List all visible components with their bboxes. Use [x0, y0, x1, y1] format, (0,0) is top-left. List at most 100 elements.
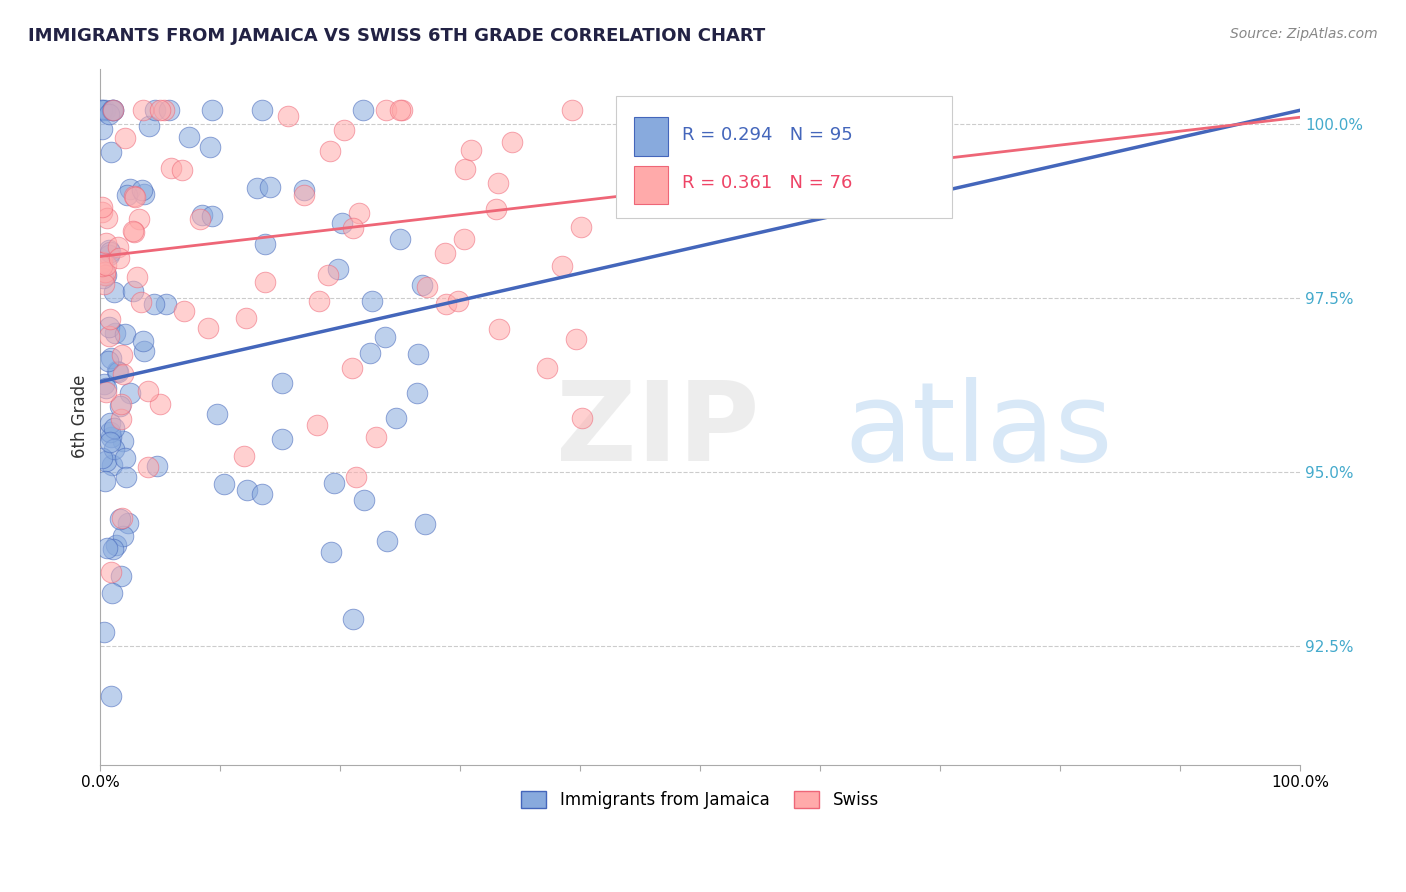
Point: [122, 284, 145, 298]
Point: [342, 612, 364, 626]
Point: [391, 103, 413, 118]
Point: [411, 278, 433, 293]
Point: [94, 268, 117, 282]
Point: [565, 332, 588, 346]
Point: [413, 517, 436, 532]
Point: [97, 319, 120, 334]
Point: [90, 450, 112, 465]
Point: [322, 476, 344, 491]
Point: [405, 386, 427, 401]
Point: [157, 103, 180, 118]
Point: [197, 320, 219, 334]
Point: [177, 129, 200, 144]
Point: [152, 103, 174, 118]
Point: [97, 107, 120, 121]
Point: [90, 122, 112, 136]
Point: [292, 187, 315, 202]
Point: [191, 208, 214, 222]
Point: [246, 181, 269, 195]
Point: [340, 361, 363, 376]
Point: [138, 384, 160, 398]
Point: [118, 182, 141, 196]
Point: [93, 625, 115, 640]
Point: [108, 399, 131, 413]
Point: [103, 103, 125, 118]
Point: [94, 103, 117, 118]
Point: [235, 483, 257, 497]
Point: [104, 538, 127, 552]
Point: [173, 304, 195, 318]
Point: [132, 187, 155, 202]
Point: [107, 251, 129, 265]
Point: [485, 202, 508, 217]
Point: [408, 347, 430, 361]
Point: [148, 103, 170, 118]
Point: [104, 326, 127, 340]
Point: [434, 246, 457, 260]
Point: [201, 103, 224, 118]
Point: [364, 430, 387, 444]
Point: [501, 136, 523, 150]
Point: [159, 161, 181, 175]
Point: [571, 410, 593, 425]
Point: [118, 386, 141, 401]
Point: [110, 397, 132, 411]
Text: R = 0.294   N = 95: R = 0.294 N = 95: [682, 126, 853, 144]
Point: [488, 176, 510, 190]
Point: [110, 412, 132, 426]
Point: [271, 432, 294, 446]
Point: [347, 206, 370, 220]
Point: [122, 224, 145, 238]
Text: Source: ZipAtlas.com: Source: ZipAtlas.com: [1230, 27, 1378, 41]
Point: [107, 365, 129, 379]
Point: [101, 103, 124, 118]
Point: [90, 103, 112, 118]
Point: [308, 293, 330, 308]
Point: [128, 212, 150, 227]
Point: [114, 451, 136, 466]
Point: [91, 271, 114, 285]
FancyBboxPatch shape: [616, 96, 952, 219]
Point: [107, 240, 129, 254]
Point: [103, 442, 125, 456]
Point: [122, 225, 145, 239]
Text: IMMIGRANTS FROM JAMAICA VS SWISS 6TH GRADE CORRELATION CHART: IMMIGRANTS FROM JAMAICA VS SWISS 6TH GRA…: [28, 27, 765, 45]
Point: [232, 450, 254, 464]
Point: [453, 232, 475, 246]
Point: [93, 277, 115, 292]
Point: [360, 294, 382, 309]
Point: [155, 297, 177, 311]
Point: [98, 435, 121, 450]
Point: [101, 586, 124, 600]
Point: [129, 294, 152, 309]
Point: [330, 216, 353, 230]
Point: [98, 245, 121, 260]
Point: [460, 143, 482, 157]
Point: [90, 200, 112, 214]
Point: [359, 345, 381, 359]
Point: [111, 348, 134, 362]
Point: [138, 119, 160, 133]
Point: [333, 123, 356, 137]
Point: [145, 459, 167, 474]
Point: [316, 268, 339, 282]
Point: [94, 235, 117, 250]
Point: [94, 454, 117, 468]
Point: [96, 384, 118, 399]
Point: [434, 297, 457, 311]
Point: [207, 407, 229, 421]
Point: [100, 458, 122, 472]
Point: [98, 329, 121, 343]
Point: [110, 510, 132, 524]
Point: [454, 162, 477, 177]
Point: [90, 103, 112, 118]
Point: [143, 297, 166, 311]
Point: [100, 430, 122, 444]
Point: [326, 262, 349, 277]
Point: [112, 367, 135, 381]
Point: [188, 211, 211, 226]
Point: [91, 204, 114, 219]
Point: [100, 689, 122, 703]
Point: [96, 381, 118, 395]
Point: [101, 103, 124, 118]
